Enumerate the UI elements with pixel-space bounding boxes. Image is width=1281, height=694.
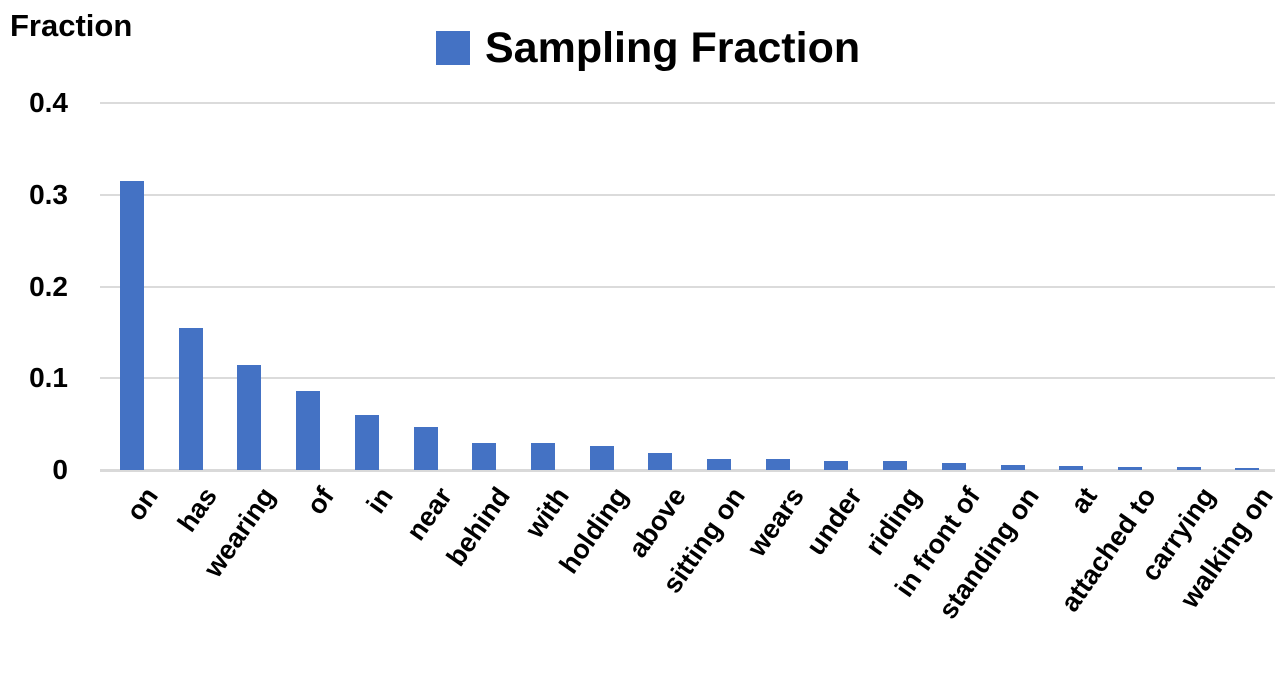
- bar-behind: [472, 443, 497, 470]
- legend-label: Sampling Fraction: [485, 23, 861, 72]
- x-tick-label: at: [1064, 481, 1104, 519]
- gridline: [100, 377, 1275, 380]
- x-tick-label: under: [800, 481, 869, 561]
- bar-carrying: [1176, 467, 1201, 470]
- y-tick-label: 0.2: [29, 270, 68, 302]
- y-tick-label: 0.4: [29, 87, 68, 118]
- x-tick-label: near: [400, 481, 458, 546]
- bar-holding: [589, 446, 614, 470]
- y-tick-label: 0: [52, 454, 68, 485]
- bar-has: [178, 327, 203, 470]
- bar-above: [648, 453, 673, 470]
- x-tick-label: has: [171, 481, 223, 538]
- x-tick-label: with: [519, 481, 575, 544]
- bar-in-front-of: [941, 462, 966, 470]
- bar-riding: [883, 461, 908, 470]
- bar-wearing: [237, 365, 262, 470]
- gridline: [100, 193, 1275, 196]
- bar-in: [354, 414, 379, 470]
- bar-at: [1059, 466, 1084, 470]
- bar-near: [413, 426, 438, 470]
- y-axis-title: Fraction: [10, 8, 133, 43]
- x-tick-label: in: [360, 481, 399, 519]
- bar-walking-on: [1235, 467, 1260, 470]
- bar-of: [296, 391, 321, 470]
- legend-swatch-icon: [436, 31, 470, 65]
- bar-under: [824, 460, 849, 470]
- bar-attached-to: [1117, 466, 1142, 470]
- bar-wears: [765, 459, 790, 470]
- y-tick-label: 0.3: [29, 178, 68, 210]
- x-tick-label: wears: [741, 481, 810, 562]
- x-axis-baseline: [100, 469, 1275, 472]
- bar-with: [530, 443, 555, 470]
- y-tick-label: 0.1: [29, 362, 68, 394]
- legend: Sampling Fraction: [436, 22, 860, 74]
- gridline: [100, 285, 1275, 288]
- x-tick-label: on: [120, 481, 164, 527]
- x-tick-label: of: [300, 481, 341, 520]
- bar-sitting-on: [707, 458, 731, 470]
- gridline: [100, 102, 1275, 104]
- bar-standing-on: [1000, 465, 1025, 470]
- bar-on: [120, 180, 144, 470]
